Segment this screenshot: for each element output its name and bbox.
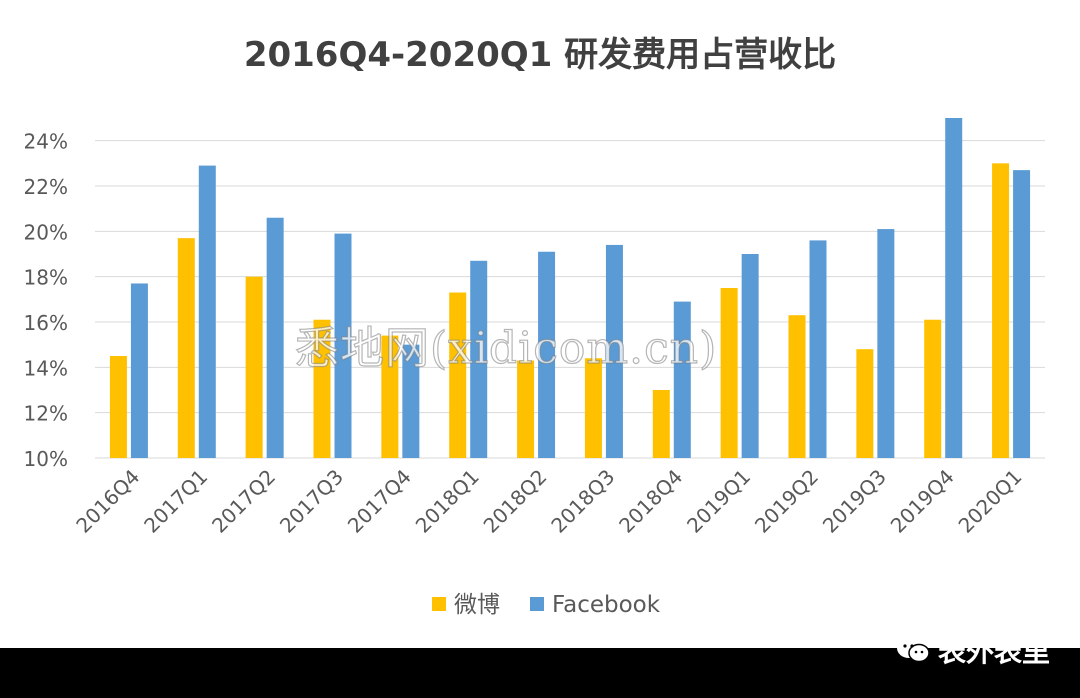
y-tick-label: 14%	[24, 356, 68, 380]
x-tick-label: 2019Q3	[818, 465, 891, 538]
x-tick-label: 2017Q1	[139, 465, 212, 538]
bar-weibo-2017Q2	[245, 276, 263, 458]
bar-facebook-2018Q1	[470, 260, 488, 458]
bar-weibo-2017Q1	[177, 238, 195, 458]
x-tick-label: 2019Q2	[750, 465, 823, 538]
y-tick-label: 10%	[24, 447, 68, 471]
wechat-icon	[896, 637, 930, 663]
bar-facebook-2016Q4	[130, 283, 148, 458]
bar-chart: 2016Q4-2020Q1 研发费用占营收比 10% 12% 14% 16% 18% 20…	[24, 35, 1045, 618]
bar-weibo-2020Q1	[992, 163, 1010, 459]
bar-facebook-2019Q1	[741, 254, 759, 458]
x-tick-label: 2017Q2	[207, 465, 280, 538]
x-tick-label: 2018Q2	[479, 465, 552, 538]
bar-facebook-2020Q1	[1013, 170, 1031, 458]
bars	[109, 118, 1031, 459]
brand-name: 表外表里	[937, 635, 1050, 668]
bar-weibo-2019Q3	[856, 349, 874, 458]
bar-weibo-2018Q3	[584, 358, 602, 458]
bar-facebook-2018Q2	[538, 251, 556, 458]
bar-weibo-2017Q3	[313, 319, 331, 458]
x-tick-label: 2019Q4	[886, 465, 959, 538]
legend-swatch-facebook	[530, 597, 544, 611]
brand: 表外表里	[896, 630, 1050, 670]
bar-weibo-2018Q2	[517, 360, 535, 458]
bar-weibo-2018Q4	[652, 390, 670, 458]
bar-weibo-2019Q4	[924, 319, 942, 458]
chart-panel: 2016Q4-2020Q1 研发费用占营收比 10% 12% 14% 16% 18% 20…	[0, 0, 1080, 648]
gridlines	[95, 140, 1045, 459]
footer-bar	[0, 648, 1080, 698]
y-tick-label: 16%	[24, 311, 68, 335]
legend: 微博 Facebook	[432, 592, 661, 618]
bar-weibo-2019Q1	[720, 288, 738, 458]
legend-swatch-weibo	[432, 597, 446, 611]
x-tick-label: 2016Q4	[71, 465, 144, 538]
bar-facebook-2018Q3	[605, 244, 623, 458]
y-tick-label: 24%	[24, 130, 68, 154]
bar-facebook-2019Q3	[877, 229, 895, 458]
bar-facebook-2017Q2	[266, 217, 284, 458]
x-tick-label: 2017Q3	[275, 465, 348, 538]
y-tick-label: 18%	[24, 266, 68, 290]
chart-title: 2016Q4-2020Q1 研发费用占营收比	[244, 35, 836, 75]
bar-facebook-2018Q4	[673, 301, 691, 458]
y-axis-ticks: 10% 12% 14% 16% 18% 20% 22% 24%	[24, 130, 68, 471]
bar-weibo-2016Q4	[109, 356, 127, 458]
bar-weibo-2019Q2	[788, 315, 806, 458]
bar-facebook-2017Q3	[334, 233, 352, 458]
y-tick-label: 22%	[24, 175, 68, 199]
y-tick-label: 12%	[24, 402, 68, 426]
x-tick-label: 2019Q1	[682, 465, 755, 538]
legend-label-facebook: Facebook	[552, 592, 661, 618]
x-tick-label: 2017Q4	[343, 465, 416, 538]
bar-weibo-2018Q1	[449, 292, 467, 458]
bar-facebook-2019Q4	[945, 118, 963, 458]
x-tick-label: 2018Q4	[614, 465, 687, 538]
x-tick-label: 2020Q1	[954, 465, 1027, 538]
x-tick-label: 2018Q1	[411, 465, 484, 538]
x-axis-ticks: 2016Q42017Q12017Q22017Q32017Q42018Q12018…	[71, 465, 1026, 538]
bar-facebook-2019Q2	[809, 240, 827, 458]
bar-facebook-2017Q4	[402, 344, 420, 458]
bar-facebook-2017Q1	[198, 165, 216, 458]
legend-label-weibo: 微博	[454, 592, 500, 618]
x-tick-label: 2018Q3	[546, 465, 619, 538]
y-tick-label: 20%	[24, 220, 68, 244]
bar-weibo-2017Q4	[381, 335, 399, 458]
